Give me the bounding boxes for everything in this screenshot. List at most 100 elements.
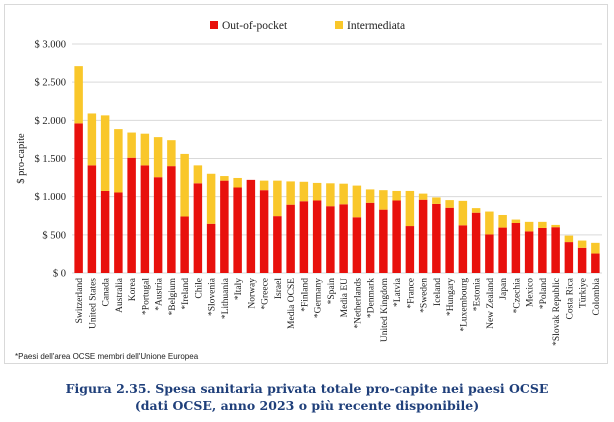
bar-out-of-pocket [524,231,534,273]
legend-swatch [210,21,218,29]
bar-intermediata [577,240,587,248]
bar-intermediata [153,137,163,178]
bar-intermediata [100,115,110,191]
x-tick-label: *Denmark [367,278,377,318]
x-tick-label: Switzerland [75,278,85,324]
bar-out-of-pocket [498,227,507,273]
x-tick-label: *Hungary [446,278,456,316]
y-tick-label: $ 0 [53,269,66,280]
x-tick-label: *Greece [261,278,271,310]
bar-out-of-pocket [458,225,468,273]
x-tick-label: *Austria [155,277,165,311]
bar-intermediata [352,185,362,218]
x-tick-label: *Ireland [181,278,191,310]
bar-intermediata [233,177,242,188]
y-tick-label: $ 1.000 [35,192,67,203]
x-tick-label: United Kingdom [380,277,390,342]
y-tick-label: $ 2.500 [35,78,67,89]
bar-out-of-pocket [167,166,176,273]
x-tick-label: Media OCSE [287,278,297,329]
bar-intermediata [167,140,176,167]
bar-out-of-pocket [352,217,362,273]
x-tick-label: *Sweden [420,278,430,313]
bar-out-of-pocket [100,190,110,273]
bar-intermediata [564,235,574,243]
x-tick-label: United States [88,278,98,329]
x-tick-label: Colombia [592,277,602,315]
footnote: *Paesi dell'area OCSE membri dell'Unione… [15,352,199,361]
legend-swatch [335,21,343,29]
x-tick-label: Canada [102,277,112,306]
bar-out-of-pocket [485,234,494,273]
x-tick-label: Mexico [526,278,536,307]
bar-out-of-pocket [511,223,521,273]
bar-out-of-pocket [326,206,335,273]
x-tick-label: Norway [247,278,257,309]
x-tick-label: *Portugal [141,278,151,315]
bar-intermediata [498,214,507,228]
x-tick-label: *Czechia [512,277,522,313]
bar-intermediata [140,133,150,166]
bar-out-of-pocket [74,123,83,274]
bar-out-of-pocket [551,227,560,273]
bar-intermediata [538,221,547,228]
x-tick-label: Korea [128,277,138,301]
figure-caption-subtitle: (dati OCSE, anno 2023 o più recente disp… [134,398,480,413]
bar-out-of-pocket [246,179,256,273]
x-tick-label: *Estonia [473,277,483,311]
stacked-bar-chart: $ 0 $ 500 $ 1.000 $ 1.500 $ 2.000 $ 2.500 $ 3.… [16,20,602,346]
bar-out-of-pocket [140,165,150,273]
bar-out-of-pocket [379,209,388,273]
x-tick-label: Chile [194,278,204,299]
bar-intermediata [326,183,335,207]
bar-out-of-pocket [538,227,547,273]
bar-intermediata [379,190,388,210]
bar-intermediata [273,180,282,217]
bar-intermediata [485,211,494,235]
figure-caption-title: Figura 2.35. Spesa sanitaria privata tot… [65,381,549,396]
bar-intermediata [458,200,468,226]
bar-out-of-pocket [87,165,97,273]
bar-intermediata [471,208,481,213]
bar-intermediata [432,197,441,204]
x-tick-label: New Zealand [486,278,496,329]
bar-out-of-pocket [564,242,574,273]
x-tick-label: Media EU [340,278,350,317]
bar-intermediata [114,129,123,193]
x-tick-label: *Luxembourg [459,278,469,332]
y-tick-label: $ 2.000 [35,116,67,127]
bar-out-of-pocket [445,207,454,273]
bar-intermediata [299,181,309,202]
bar-out-of-pocket [471,212,481,273]
bar-intermediata [339,183,348,205]
bar-intermediata [127,132,136,158]
bar-intermediata [445,200,454,208]
y-tick-label: $ 1.500 [35,154,67,165]
bar-out-of-pocket [180,216,189,273]
bar-intermediata [180,153,189,217]
x-tick-label: *Germany [314,278,324,318]
bar-out-of-pocket [127,157,136,273]
bar-intermediata [286,181,295,205]
bar-out-of-pocket [206,223,216,273]
bar-out-of-pocket [286,204,295,273]
bar-out-of-pocket [432,203,441,273]
x-tick-label: *Slovak Republic [552,278,562,346]
bar-out-of-pocket [405,226,415,273]
x-tick-label: *France [406,278,416,309]
bar-out-of-pocket [591,253,600,273]
bar-intermediata [418,193,428,200]
bar-intermediata [220,176,229,181]
bar-out-of-pocket [365,202,375,273]
bar-intermediata [551,224,560,228]
bar-intermediata [87,113,97,166]
bar-out-of-pocket [259,190,269,273]
legend-label: Out-of-pocket [222,20,288,32]
x-tick-label: *Italy [234,278,244,300]
bar-intermediata [392,190,401,201]
y-tick-label: $ 3.000 [35,40,67,51]
x-tick-label: Israel [274,278,284,299]
x-tick-label: *Spain [327,278,337,305]
bar-intermediata [591,242,600,254]
legend-label: Intermediata [347,20,405,32]
